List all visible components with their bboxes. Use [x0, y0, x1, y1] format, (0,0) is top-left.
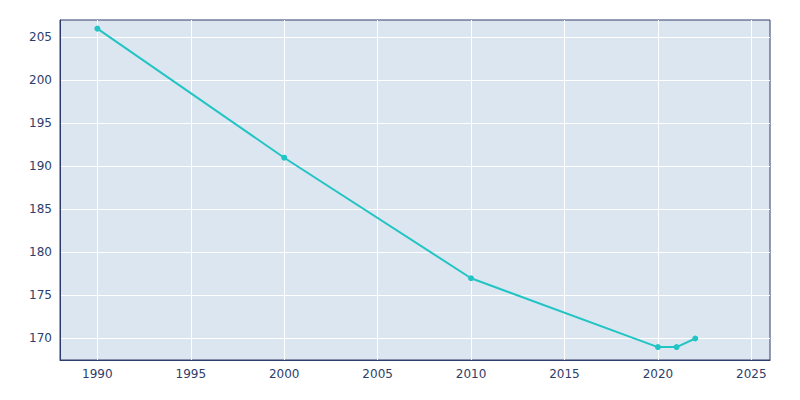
svg-text:195: 195 [29, 116, 52, 130]
svg-text:2010: 2010 [456, 367, 487, 381]
svg-text:2025: 2025 [736, 367, 767, 381]
svg-text:190: 190 [29, 159, 52, 173]
svg-text:170: 170 [29, 331, 52, 345]
svg-text:1995: 1995 [176, 367, 207, 381]
svg-text:1990: 1990 [82, 367, 113, 381]
svg-text:180: 180 [29, 245, 52, 259]
svg-text:2020: 2020 [643, 367, 674, 381]
svg-text:205: 205 [29, 30, 52, 44]
svg-text:185: 185 [29, 202, 52, 216]
svg-text:2000: 2000 [269, 367, 300, 381]
svg-text:200: 200 [29, 73, 52, 87]
svg-text:175: 175 [29, 288, 52, 302]
svg-text:2015: 2015 [549, 367, 580, 381]
svg-text:2005: 2005 [362, 367, 393, 381]
